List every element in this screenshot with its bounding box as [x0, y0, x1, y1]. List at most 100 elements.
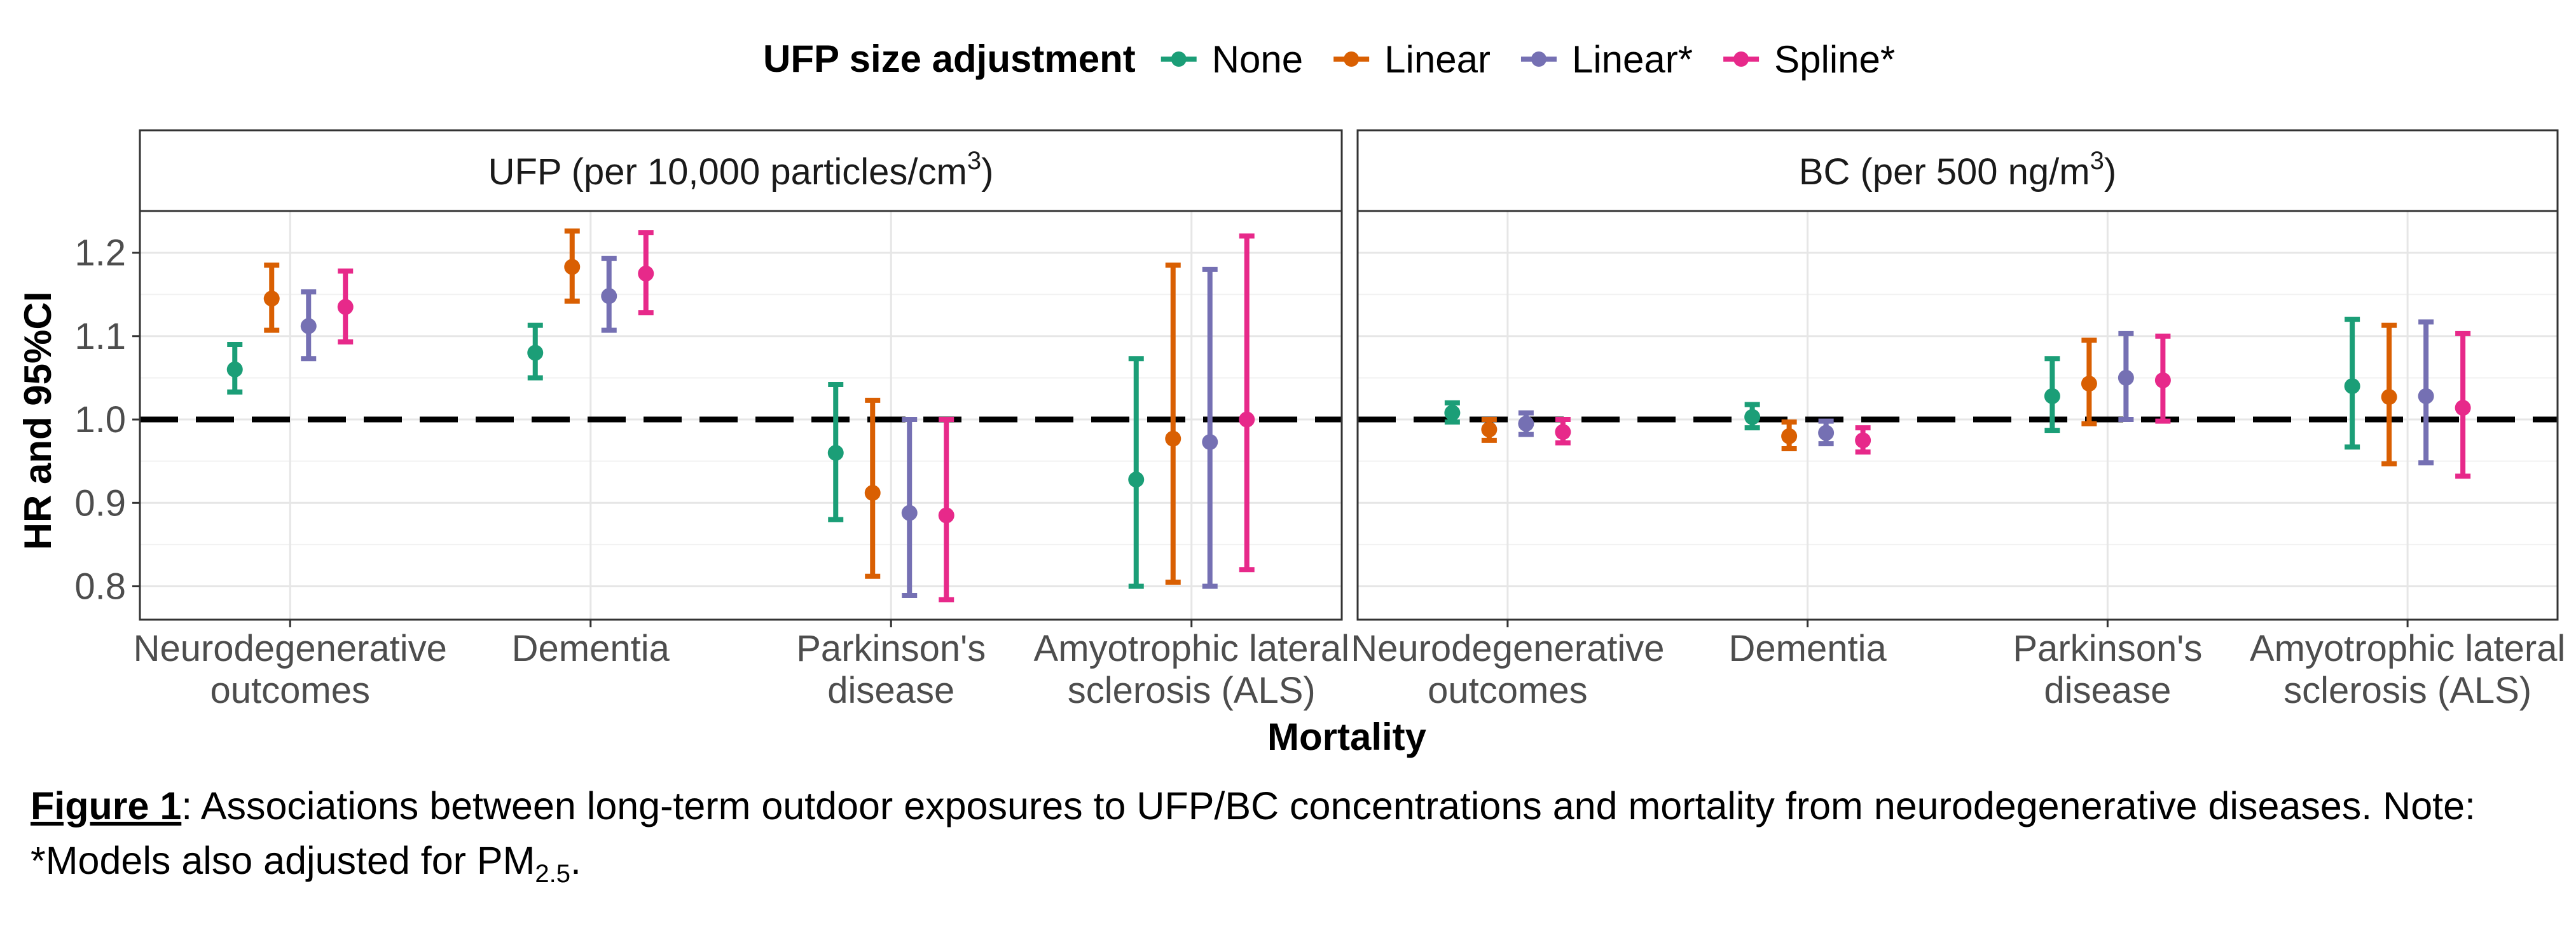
- caption-text-end: .: [570, 839, 581, 882]
- data-point: [2154, 333, 2171, 424]
- x-tick-label-line: Parkinson's: [2013, 628, 2202, 669]
- data-point: [2455, 330, 2471, 479]
- legend-label: Spline*: [1774, 38, 1895, 81]
- data-point: [2044, 356, 2060, 433]
- x-axis-label: Mortality: [1267, 716, 1427, 758]
- point-estimate: [601, 288, 617, 304]
- point-estimate: [337, 299, 354, 315]
- panel-bc: BC (per 500 ng/m3) Neurodegenerative outco…: [1351, 129, 2565, 711]
- x-tick-label-line: outcomes: [1428, 670, 1587, 711]
- x-tick-label: Amyotrophic lateral sclerosis (ALS): [2250, 628, 2565, 711]
- panel-title-main: BC (per 500 ng/m: [1799, 151, 2090, 193]
- panel-strip: [139, 129, 1343, 212]
- caption-text: : Associations between long-term outdoor…: [31, 784, 2476, 882]
- x-tick-label-line: Dementia: [512, 628, 670, 669]
- panel-border: [139, 210, 1343, 621]
- point-estimate: [2455, 400, 2471, 416]
- data-point: [638, 230, 654, 316]
- data-point: [1128, 356, 1145, 589]
- point-estimate: [1818, 425, 1835, 441]
- point-estimate: [2118, 369, 2134, 386]
- data-point: [864, 397, 881, 579]
- data-point: [1781, 419, 1798, 451]
- x-tick-label: Dementia: [512, 628, 670, 669]
- point-estimate: [1444, 405, 1461, 421]
- series-spline: [337, 230, 1255, 603]
- plot-background: [1358, 211, 2558, 620]
- y-axis: 0.8 0.9 1.0 1.1 1.2: [74, 233, 140, 608]
- point-estimate: [2154, 372, 2171, 388]
- y-tick-label: 1.2: [74, 233, 126, 274]
- data-point: [1165, 262, 1181, 585]
- panel-title-main: UFP (per 10,000 particles/cm: [488, 151, 967, 193]
- point-estimate: [2418, 388, 2434, 404]
- point-estimate: [864, 485, 881, 501]
- data-point: [601, 255, 617, 333]
- panel-title: BC (per 500 ng/m3): [1799, 147, 2116, 193]
- x-tick-label: Parkinson's disease: [2013, 628, 2202, 711]
- x-tick-label: Neurodegenerative outcomes: [134, 628, 447, 711]
- series-none: [1444, 317, 2360, 450]
- panel-title-end: ): [981, 151, 993, 193]
- point-estimate: [527, 344, 544, 361]
- data-point: [1202, 266, 1218, 589]
- point-estimate: [1481, 421, 1498, 438]
- panels: UFP (per 10,000 particles/cm3)Neurodegen…: [74, 129, 2565, 711]
- point-estimate: [226, 361, 243, 378]
- legend-key-dot: [1733, 51, 1749, 67]
- y-tick-label: 1.1: [74, 316, 126, 357]
- legend-label: None: [1212, 38, 1303, 81]
- series-linear: [300, 255, 1218, 598]
- data-point: [1555, 417, 1571, 446]
- panel-title: UFP (per 10,000 particles/cm3): [488, 147, 994, 193]
- data-point: [300, 289, 317, 362]
- x-tick-label-line: outcomes: [210, 670, 370, 711]
- figure-caption: Figure 1: Associations between long-term…: [31, 779, 2549, 901]
- point-estimate: [1518, 416, 1534, 432]
- x-tick-label-line: Amyotrophic lateral: [1034, 628, 1349, 669]
- x-tick-label-line: sclerosis (ALS): [1068, 670, 1316, 711]
- point-estimate: [2381, 389, 2397, 405]
- point-estimate: [938, 507, 954, 524]
- x-tick-label-line: Amyotrophic lateral: [2250, 628, 2565, 669]
- legend-item-spline: Spline*: [1723, 38, 1895, 81]
- data-point: [2118, 330, 2134, 423]
- caption-subscript: 2.5: [535, 860, 570, 889]
- x-tick-label-line: disease: [2044, 670, 2171, 711]
- y-tick-label: 1.0: [74, 399, 126, 440]
- y-tick-label: 0.9: [74, 482, 126, 524]
- panel-title-end: ): [2104, 151, 2116, 193]
- point-estimate: [1239, 411, 1255, 428]
- series-linear: [263, 228, 1181, 585]
- x-tick-label-line: sclerosis (ALS): [2283, 670, 2531, 711]
- chart: UFP size adjustment None Linear Linear* Spl…: [17, 37, 2565, 758]
- panel-strip: [1356, 129, 2559, 212]
- data-point: [938, 417, 954, 603]
- data-point: [527, 322, 544, 381]
- point-estimate: [263, 290, 280, 307]
- data-point: [1818, 418, 1835, 447]
- point-estimate: [1128, 472, 1145, 488]
- x-tick-label: Amyotrophic lateral sclerosis (ALS): [1034, 628, 1349, 711]
- panel-ufp: UFP (per 10,000 particles/cm3) Neurodegen…: [134, 129, 1349, 711]
- x-tick-label: Neurodegenerative outcomes: [1351, 628, 1664, 711]
- point-estimate: [1555, 424, 1571, 440]
- data-point: [827, 381, 844, 522]
- legend-key-dot: [1171, 51, 1187, 67]
- point-estimate: [1165, 430, 1181, 447]
- x-tick-label: Parkinson's disease: [796, 628, 986, 711]
- data-point: [263, 262, 280, 333]
- data-point: [1518, 410, 1534, 437]
- figure-label: Figure 1: [31, 784, 182, 827]
- x-tick-label-line: Neurodegenerative: [1351, 628, 1664, 669]
- point-estimate: [1744, 409, 1761, 425]
- point-estimate: [300, 318, 317, 334]
- data-point: [2418, 319, 2434, 466]
- data-point: [1744, 402, 1761, 431]
- series-spline: [1555, 330, 2471, 479]
- data-point: [2081, 337, 2097, 426]
- data-point: [1444, 400, 1461, 425]
- series-none: [226, 322, 1145, 589]
- data-point: [337, 268, 354, 345]
- panel-title-superscript: 3: [2090, 147, 2104, 175]
